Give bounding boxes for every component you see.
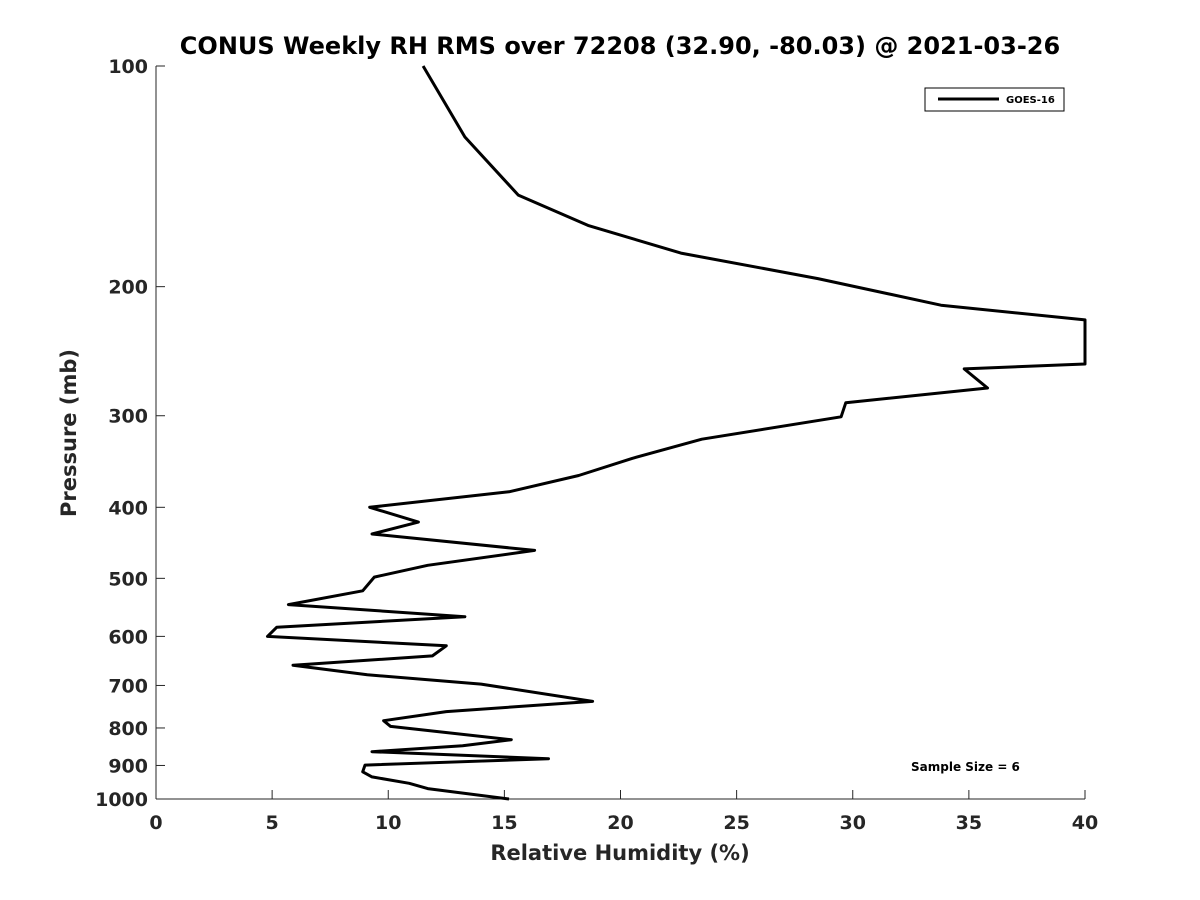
y-tick-label: 900 [108,755,148,777]
x-tick-label: 5 [266,812,279,834]
y-tick-label: 100 [108,56,148,78]
x-tick-label: 10 [375,812,401,834]
axis-ticks: 0 5 10 15 20 25 30 35 40 100 200 300 400 500 600 700 800… [95,56,1098,834]
x-tick-label: 30 [840,812,866,834]
y-tick-label: 500 [108,568,148,590]
data-series [266,65,1087,801]
legend-label: GOES-16 [1006,95,1055,106]
y-tick-label: 700 [108,675,148,697]
y-tick-label: 600 [108,626,148,648]
x-tick-label: 40 [1072,812,1098,834]
x-tick-label: 0 [149,812,162,834]
x-tick-label: 25 [723,812,749,834]
y-tick-label: 400 [108,497,148,519]
x-tick-label: 15 [491,812,517,834]
axes [155,66,1085,800]
y-tick-label: 300 [108,406,148,428]
x-tick-label: 35 [956,812,982,834]
y-axis-label: Pressure (mb) [57,349,81,517]
y-tick-label: 1000 [95,789,148,811]
x-tick-label: 20 [607,812,633,834]
series-line-goes-16 [266,65,1087,801]
x-axis-label: Relative Humidity (%) [490,841,749,865]
y-tick-label: 800 [108,718,148,740]
legend: GOES-16 [924,87,1065,112]
sample-size-annotation: Sample Size = 6 [911,760,1020,774]
chart-title: CONUS Weekly RH RMS over 72208 (32.90, -… [180,32,1060,60]
y-tick-label: 200 [108,277,148,299]
